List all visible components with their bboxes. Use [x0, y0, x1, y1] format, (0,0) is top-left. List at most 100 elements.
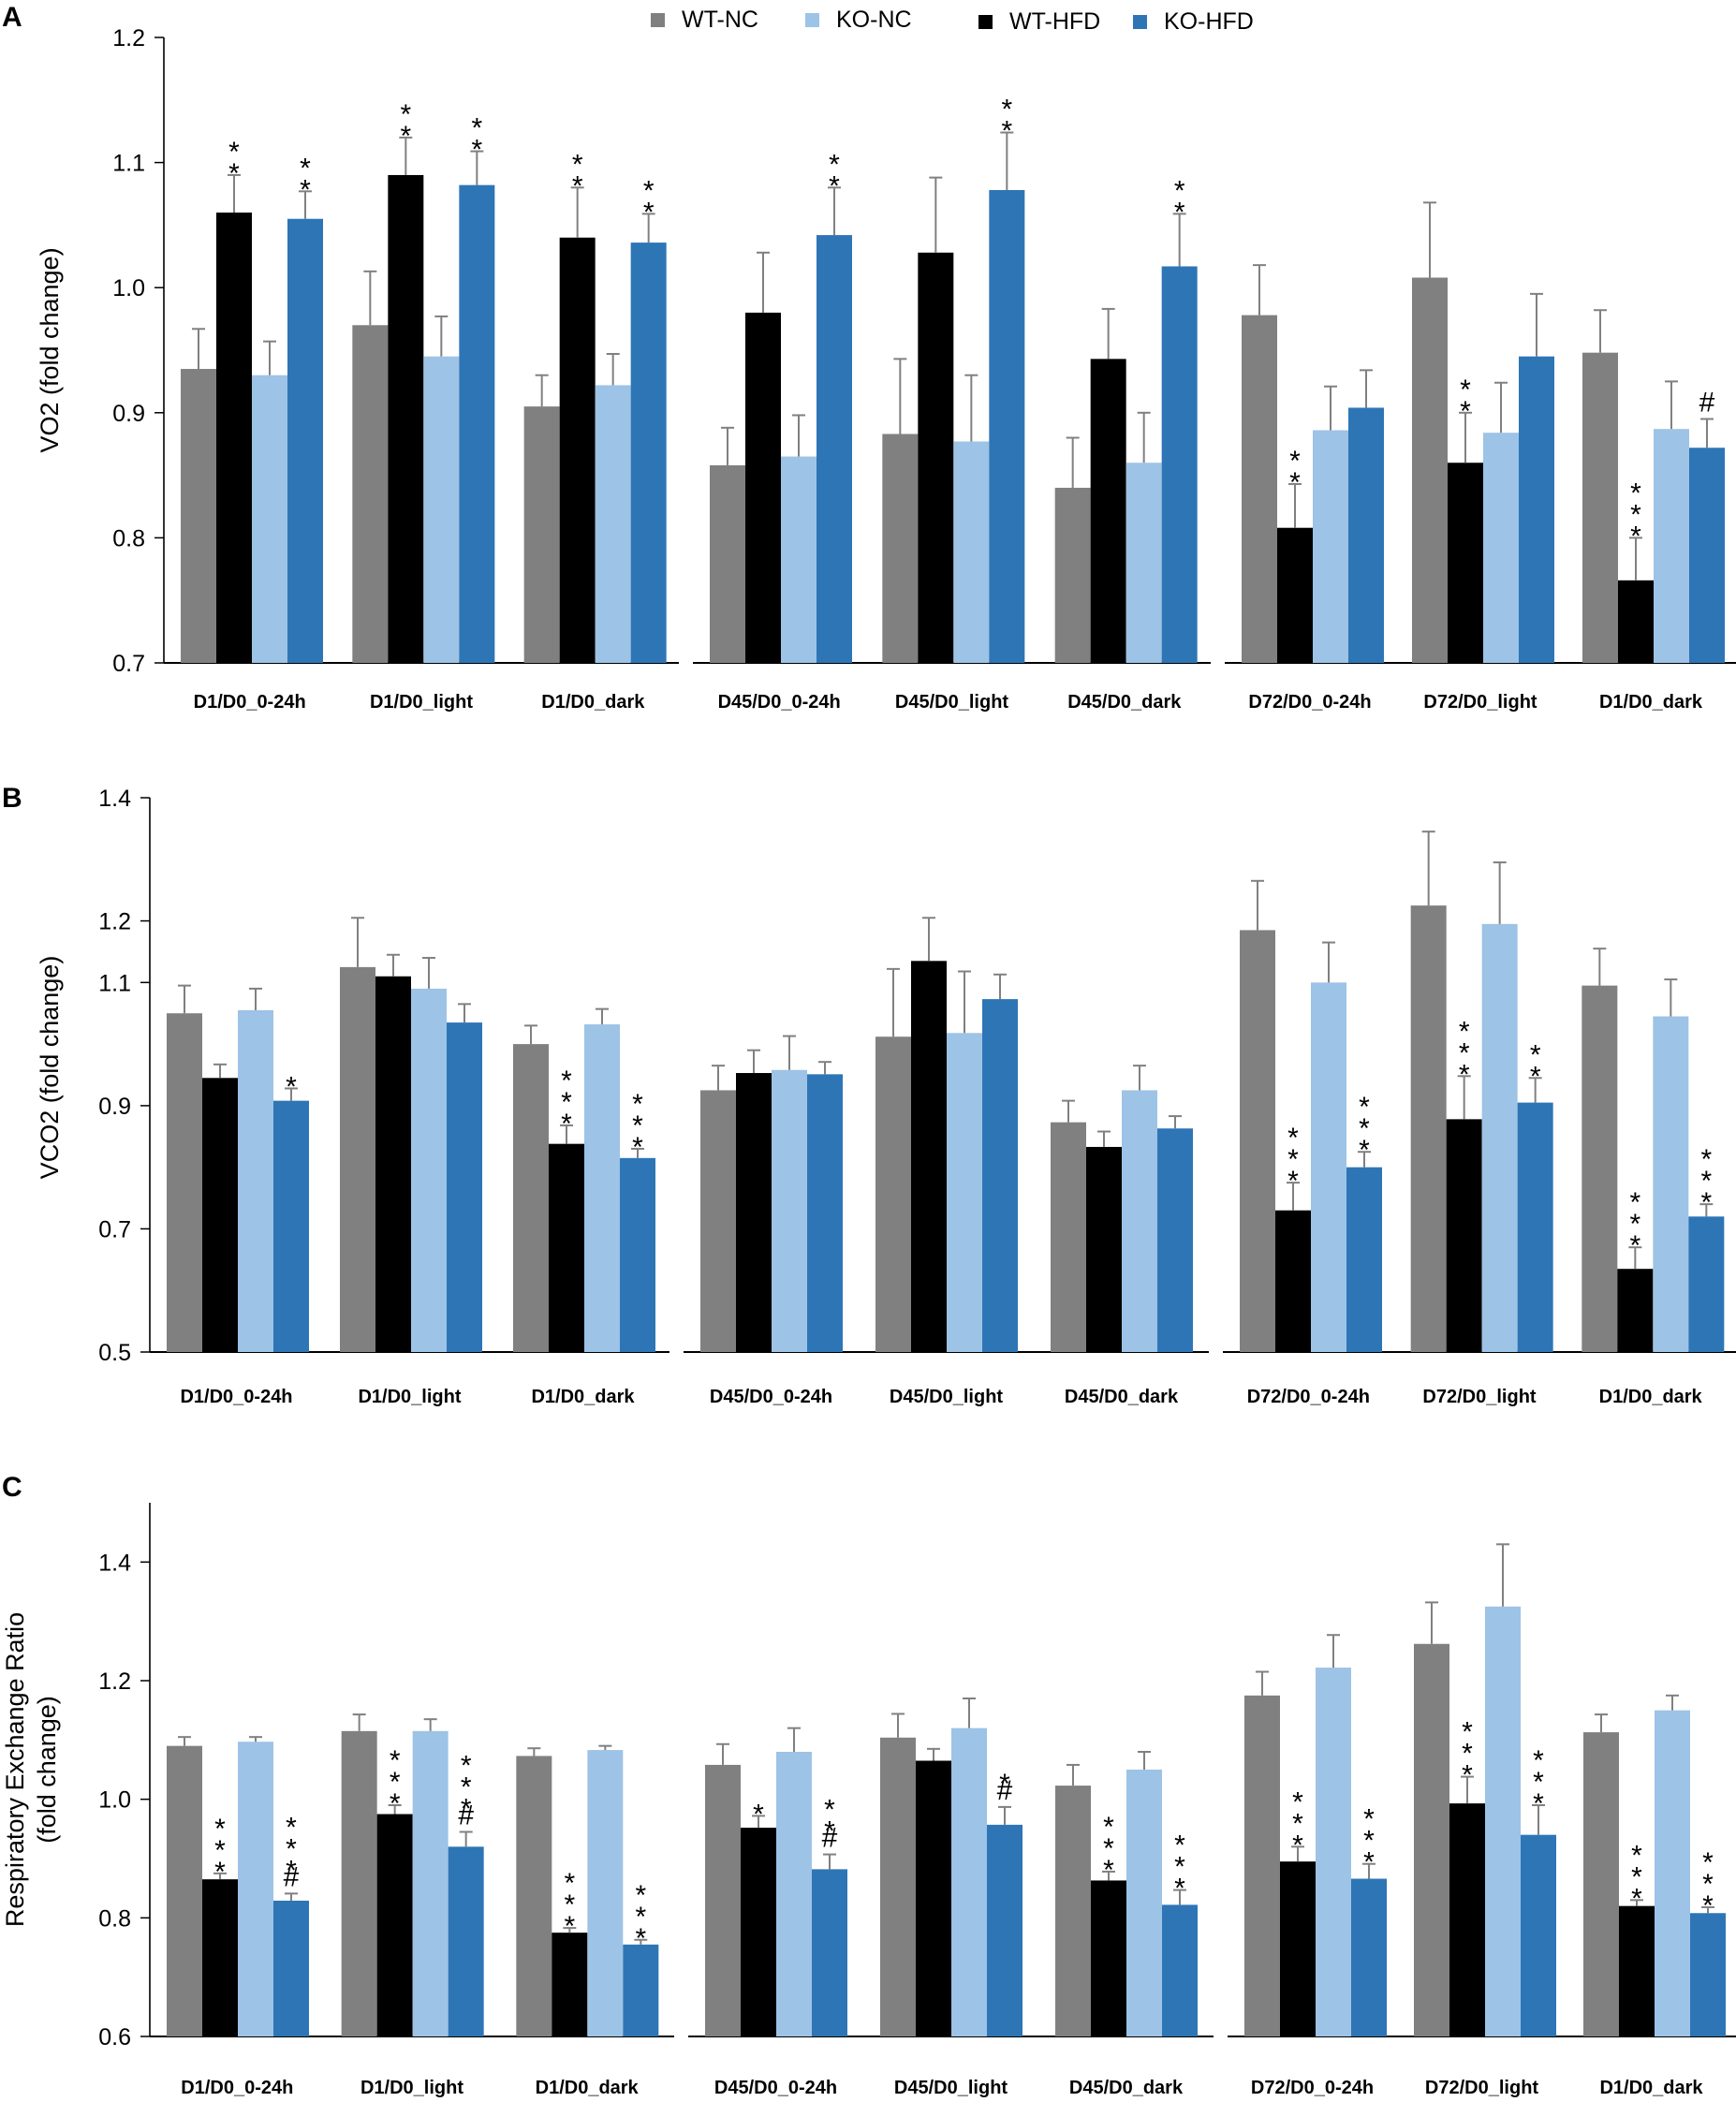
- bar-wt-nc: [513, 1044, 549, 1352]
- bar-wt-nc: [352, 325, 389, 663]
- category-d1-d0-light: D1/D0_light: [340, 917, 482, 1407]
- bar-wt-hfd: [559, 237, 596, 663]
- category-d72-d0-light: ******D72/D0_light: [1414, 1543, 1556, 2098]
- category-d45-d0-0-24h: *#**D45/D0_0-24h: [705, 1727, 847, 2098]
- bar-wt-hfd: [1619, 1905, 1655, 2036]
- category-d45-d0-light: #* D45/D0_light: [880, 1698, 1022, 2098]
- bar-ko-hfd: [1689, 448, 1725, 663]
- significance-star: *: [471, 113, 482, 144]
- significance-star: *: [1629, 1209, 1640, 1240]
- significance-star: *: [461, 1751, 472, 1782]
- x-category-label: D1/D0_dark: [536, 2078, 640, 2098]
- y-axis-title: VO2 (fold change): [36, 247, 64, 452]
- bar-wt-hfd: [216, 213, 252, 664]
- significance-star: *: [1363, 1847, 1375, 1878]
- y-tick-label: 0.5: [98, 1340, 131, 1366]
- bar-wt-hfd: [549, 1143, 584, 1352]
- bar-wt-nc: [1410, 905, 1447, 1352]
- y-tick-label: 1.0: [112, 275, 145, 301]
- significance-star: *: [1462, 1739, 1473, 1770]
- bar-wt-hfd: [745, 312, 781, 663]
- bar-ko-nc: [584, 1024, 620, 1352]
- significance-star: *: [1459, 1059, 1470, 1090]
- category-d1-d0-light: ****D1/D0_light: [352, 99, 495, 713]
- y-tick-label: 0.8: [112, 525, 145, 551]
- significance-star: *: [829, 170, 840, 201]
- significance-star: *: [1363, 1826, 1375, 1857]
- significance-star: *: [1292, 1786, 1303, 1817]
- bar-wt-nc: [523, 406, 560, 663]
- significance-star: *: [635, 1880, 646, 1911]
- significance-star: *: [1287, 1123, 1299, 1154]
- significance-star: *: [1700, 1166, 1712, 1197]
- category-d1-d0-dark: ****D1/D0_dark: [523, 149, 667, 713]
- bar-ko-hfd: [1346, 1167, 1382, 1352]
- category-d45-d0-0-24h: ** D45/D0_0-24h: [710, 149, 852, 713]
- category-d1-d0-0-24h: ****D1/D0_0-24h: [181, 137, 323, 713]
- significance-star: *: [1630, 478, 1641, 508]
- significance-star: *: [400, 121, 411, 152]
- x-category-label: D1/D0_0-24h: [180, 1387, 292, 1407]
- bar-ko-nc: [1483, 433, 1519, 663]
- significance-star: *: [1702, 1847, 1714, 1878]
- significance-star: *: [572, 149, 583, 180]
- bar-ko-hfd: [807, 1074, 843, 1352]
- significance-star: *: [1533, 1788, 1544, 1819]
- significance-star: *: [214, 1814, 226, 1845]
- bar-wt-hfd: [911, 961, 947, 1352]
- significance-star: *: [1289, 467, 1301, 498]
- y-tick-label: 1.1: [98, 970, 131, 996]
- bar-ko-hfd: [447, 1022, 482, 1352]
- bar-ko-hfd: [1161, 266, 1198, 663]
- significance-star: *: [1631, 1883, 1642, 1914]
- significance-star: *: [1700, 1187, 1712, 1218]
- bar-wt-nc: [880, 1737, 916, 2036]
- x-category-label: D45/D0_light: [895, 692, 1008, 713]
- y-tick-label: 0.8: [98, 1905, 131, 1932]
- x-category-label: D72/D0_0-24h: [1251, 2078, 1374, 2098]
- significance-star: *: [1700, 1144, 1712, 1175]
- significance-star: *: [1292, 1830, 1303, 1860]
- significance-star: *: [999, 1769, 1010, 1800]
- category-d45-d0-0-24h: D45/D0_0-24h: [700, 1035, 843, 1407]
- panel-c: C 0.6 0.8 1.0 1.2 1.4 Respiratory Exchange Rat…: [1, 1472, 1736, 2098]
- bar-ko-hfd: [273, 1900, 309, 2036]
- bar-wt-nc: [167, 1745, 202, 2036]
- significance-star: *: [564, 1889, 575, 1920]
- significance-star: *: [1001, 95, 1012, 125]
- bar-ko-nc: [1485, 1606, 1521, 2036]
- bar-ko-hfd: [1688, 1216, 1725, 1352]
- y-tick-label: 1.2: [98, 909, 131, 935]
- bar-ko-nc: [1311, 982, 1346, 1352]
- significance-star: *: [286, 1855, 297, 1886]
- y-tick-label: 1.2: [112, 25, 145, 51]
- bar-ko-hfd: [989, 189, 1025, 663]
- panel-letter-a: A: [2, 2, 22, 33]
- bar-ko-nc: [1653, 1016, 1689, 1352]
- significance-star: *: [400, 99, 411, 130]
- significance-star: *: [1459, 1016, 1470, 1047]
- bar-wt-hfd: [1449, 1803, 1485, 2036]
- legend-swatch-wt-nc: [651, 13, 665, 27]
- bar-wt-hfd: [1086, 1146, 1122, 1352]
- bar-wt-nc: [341, 1730, 377, 2036]
- legend-label-wt-nc: WT-NC: [682, 7, 758, 33]
- panel-b: B 0.5 0.7 0.9 1.1 1.2 1.4 VCO2 (fold change) * D1…: [2, 783, 1736, 1407]
- bar-ko-hfd: [1351, 1878, 1387, 2036]
- significance-star: *: [1631, 1861, 1642, 1892]
- significance-star: *: [1460, 375, 1471, 405]
- y-tick-label: 1.0: [98, 1787, 131, 1814]
- bar-ko-hfd: [448, 1846, 484, 2036]
- x-category-label: D1/D0_0-24h: [181, 2078, 293, 2098]
- x-category-label: D1/D0_dark: [541, 692, 645, 713]
- bar-ko-hfd: [630, 243, 667, 663]
- significance-star: *: [228, 158, 240, 189]
- x-category-label: D1/D0_dark: [1599, 2078, 1703, 2098]
- y-tick-label: 1.4: [98, 1550, 131, 1576]
- significance-star: *: [1174, 1852, 1185, 1883]
- bar-wt-nc: [700, 1090, 736, 1352]
- category-d1-d0-dark: ******D1/D0_dark: [516, 1744, 659, 2098]
- y-tick-label: 1.1: [112, 151, 145, 177]
- x-category-label: D45/D0_dark: [1065, 1387, 1179, 1407]
- y-tick-label: 0.7: [112, 651, 145, 677]
